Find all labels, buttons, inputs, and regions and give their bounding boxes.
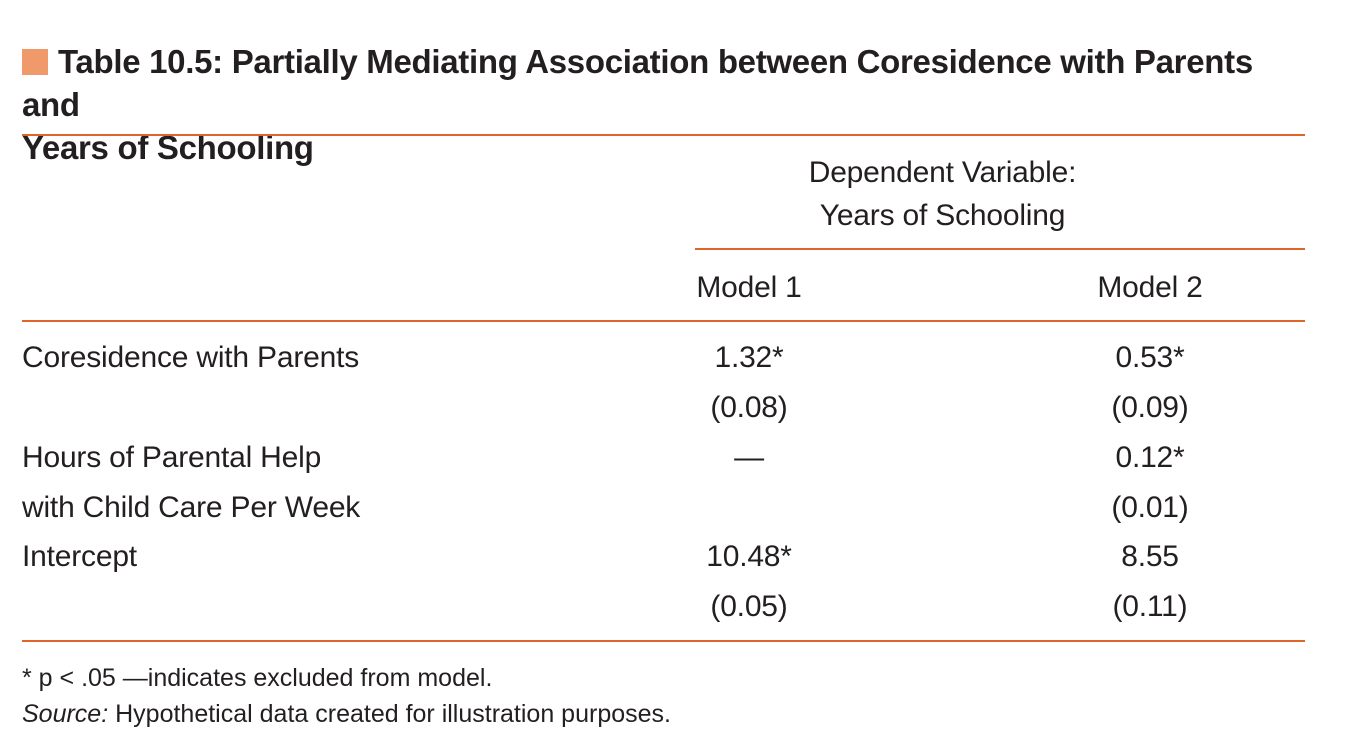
model1-value: (0.08) xyxy=(710,391,788,424)
model1-header: Model 1 xyxy=(696,271,802,304)
row-label: Hours of Parental Help xyxy=(22,441,322,474)
source-note: Source: Hypothetical data created for il… xyxy=(22,699,671,729)
header-bottom-rule xyxy=(22,320,1305,322)
row-label: with Child Care Per Week xyxy=(22,491,361,524)
dependent-variable-label-line1: Dependent Variable: xyxy=(808,156,1077,189)
title-marker-square xyxy=(22,49,48,75)
dependent-variable-label-line2: Years of Schooling xyxy=(819,199,1066,232)
model1-value: 10.48* xyxy=(706,540,792,573)
row-label: Coresidence with Parents xyxy=(22,341,360,374)
table-title: Table 10.5: Partially Mediating Associat… xyxy=(22,40,1312,169)
model2-header: Model 2 xyxy=(1097,271,1203,304)
model2-value: (0.11) xyxy=(1112,590,1188,623)
model2-value: (0.01) xyxy=(1111,491,1189,524)
header-sub-rule xyxy=(695,248,1305,250)
bottom-rule xyxy=(22,640,1305,642)
model2-value: 0.12* xyxy=(1115,441,1185,474)
model1-value: — xyxy=(734,441,764,474)
model2-value: 8.55 xyxy=(1121,540,1179,573)
table-title-line1: Table 10.5: Partially Mediating Associat… xyxy=(22,43,1253,123)
source-label: Source: xyxy=(22,700,109,728)
model2-value: 0.53* xyxy=(1115,341,1185,374)
top-rule xyxy=(22,134,1305,136)
model1-value: (0.05) xyxy=(710,590,788,623)
model1-value: 1.32* xyxy=(714,341,784,374)
source-text: Hypothetical data created for illustrati… xyxy=(108,700,671,728)
row-label: Intercept xyxy=(22,540,137,573)
footnote: * p < .05 —indicates excluded from model… xyxy=(22,664,493,692)
model2-value: (0.09) xyxy=(1111,391,1189,424)
